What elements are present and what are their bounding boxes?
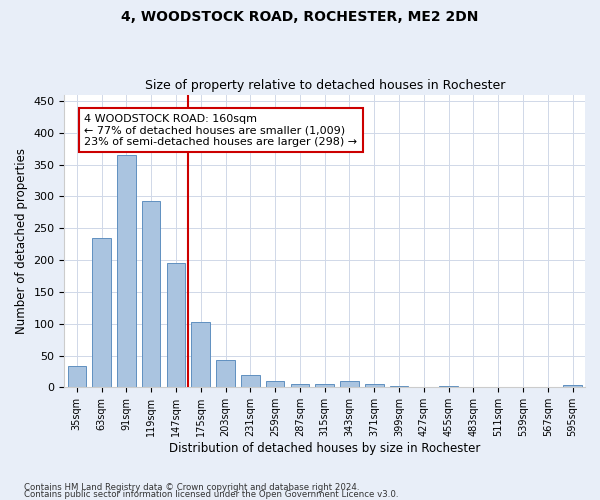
Bar (316, 384, 334, 388)
Y-axis label: Number of detached properties: Number of detached properties (15, 148, 28, 334)
Bar (340, 381, 359, 388)
Text: Contains public sector information licensed under the Open Government Licence v3: Contains public sector information licen… (24, 490, 398, 499)
Bar (390, 386, 409, 388)
Bar (92, 238, 111, 388)
Bar (191, 322, 210, 388)
Bar (290, 384, 309, 388)
Bar (167, 262, 185, 388)
Bar (439, 386, 458, 388)
Bar (216, 360, 235, 388)
Bar (117, 155, 136, 388)
X-axis label: Distribution of detached houses by size in Rochester: Distribution of detached houses by size … (169, 442, 481, 455)
Bar (563, 386, 582, 388)
Bar (68, 366, 86, 388)
Title: Size of property relative to detached houses in Rochester: Size of property relative to detached ho… (145, 79, 505, 92)
Text: Contains HM Land Registry data © Crown copyright and database right 2024.: Contains HM Land Registry data © Crown c… (24, 484, 359, 492)
Bar (365, 384, 383, 388)
Bar (142, 201, 160, 388)
Bar (266, 381, 284, 388)
Text: 4 WOODSTOCK ROAD: 160sqm
← 77% of detached houses are smaller (1,009)
23% of sem: 4 WOODSTOCK ROAD: 160sqm ← 77% of detach… (84, 114, 358, 147)
Bar (241, 376, 260, 388)
Text: 4, WOODSTOCK ROAD, ROCHESTER, ME2 2DN: 4, WOODSTOCK ROAD, ROCHESTER, ME2 2DN (121, 10, 479, 24)
